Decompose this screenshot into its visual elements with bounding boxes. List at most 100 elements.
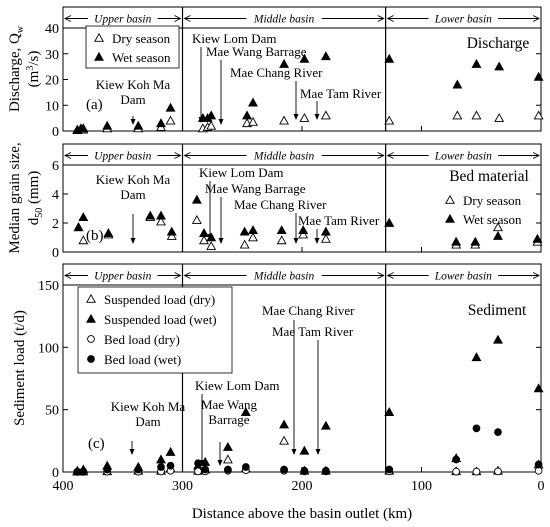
data-point [248,225,258,235]
data-point [472,467,481,476]
basin-range-arrow [63,152,182,159]
data-point [471,58,482,68]
data-point [199,235,209,245]
data-point [102,120,113,130]
legend-marker [86,293,96,303]
y-tick-label: 10 [45,99,59,114]
basin-range-arrow [63,15,182,22]
data-point [384,115,395,125]
data-point [239,239,250,249]
data-point [206,110,217,120]
y-axis-label: Discharge, Qw(m3/s) [7,25,42,112]
data-point [299,445,310,455]
data-point [494,467,502,476]
data-point [156,216,166,226]
data-point [156,118,166,128]
y-axis-label-line: Sediment load (t/d) [12,310,28,426]
data-point [248,116,258,126]
legend-marker [86,313,96,323]
annotation-arrow [217,442,223,466]
y-axis-label: Median grain size, d50 (mm) [7,142,45,253]
data-point [78,123,89,133]
data-point [494,61,505,71]
data-point [194,459,202,468]
basin-range-arrow [63,272,182,279]
basin-range-arrow [386,272,541,279]
y-tick-label: 0 [52,125,59,140]
basin-range-arrow [183,152,385,159]
legend-marker [94,51,104,61]
data-point [320,233,331,243]
data-point [191,194,202,204]
series-suspended-load-dry [72,435,544,476]
legend-box [85,25,180,69]
basin-label: Middle basin [253,271,315,283]
basin-label: Upper basin [94,271,151,283]
data-point [241,463,250,471]
annotation-arrow [198,47,204,123]
basin-label: Lower basin [434,271,492,283]
annotation-label: Mae Chang River [230,65,323,80]
annotation-label: Mae Tam River [298,213,380,228]
data-point [165,115,176,125]
legend-label: Suspended load (wet) [104,312,217,327]
data-point [452,467,461,476]
annotation-arrow [293,213,299,244]
data-point [157,463,165,471]
chart-panel-b: Upper basin Middle basin Lower basin 0 2 4 6 Me… [7,142,543,261]
y-tick-label: 40 [45,22,59,37]
data-point [279,115,290,125]
data-point [472,424,481,433]
data-point [103,228,114,237]
annotation-arrow [130,116,136,125]
data-point [322,466,330,475]
data-point [494,428,502,436]
series-wet-season [73,194,543,246]
data-point [156,454,166,464]
annotation-label: Barrage [208,412,249,427]
data-point [248,232,258,242]
panel-label: (c) [88,436,105,452]
data-point [452,110,463,120]
legend-marker [445,194,455,204]
legend-label: Wet season [112,50,171,65]
data-point [320,110,331,120]
data-point [276,225,287,235]
annotation-label: Mae Chang River [262,303,355,318]
panel-label: (b) [86,228,104,244]
y-tick-label: 30 [45,48,59,63]
annotation-arrow [314,101,320,120]
y-tick-label: 0 [52,466,59,481]
annotation-label: Kiew Lom Dam [199,165,283,180]
data-point [276,235,287,245]
data-point [532,233,543,243]
legend-box [77,286,233,374]
data-point [494,112,505,122]
annotation-label: Kiew Koh Ma [96,77,171,92]
annotation-label: Kiew Koh Ma [111,399,186,414]
y-axis-label-line: d50 (mm) [26,171,45,226]
x-axis-label: Distance above the basin outlet (km) [192,506,412,522]
data-point [200,456,211,466]
annotation-label: Mae Wang Barrage [206,44,307,59]
y-tick-label: 0 [52,246,59,261]
y-tick-label: 6 [52,159,59,174]
data-point [134,465,143,474]
series-wet-season [72,51,544,134]
data-point [534,460,543,469]
data-point [222,441,233,451]
data-point [451,236,462,246]
y-tick-label: 20 [45,74,59,89]
data-point [156,210,166,220]
data-point [242,110,252,120]
chart-panel-c: Upper basin Middle basin Lower basin 0 50 100… [12,263,545,522]
annotation-arrow [129,441,135,455]
data-point [299,112,310,122]
legend-label: Dry season [463,193,522,208]
data-point [493,230,503,240]
data-point [206,232,217,242]
data-point [165,102,176,112]
data-point [222,454,233,464]
annotation-label: Dam [120,92,145,107]
annotation-label: Kiew Lom Dam [192,31,276,46]
